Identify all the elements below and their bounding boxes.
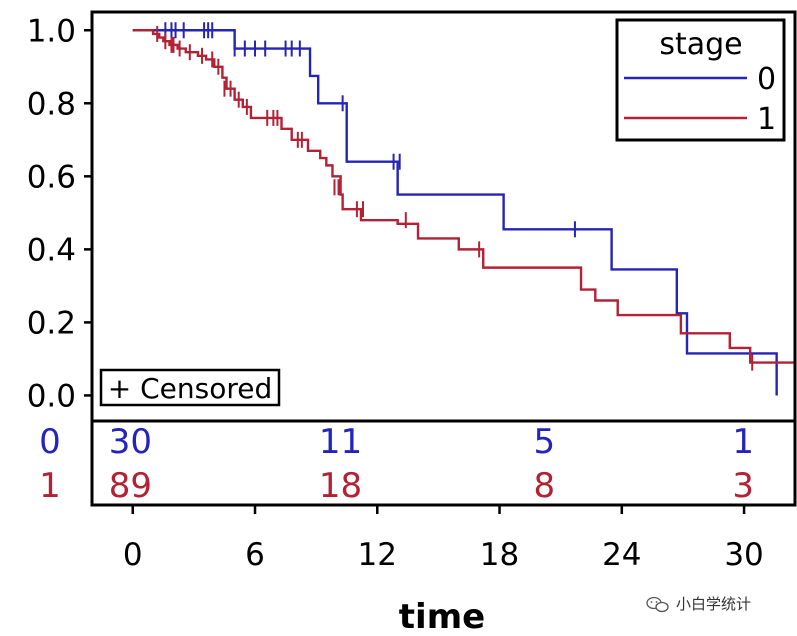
x-tick-label: 30 [724,537,763,573]
wechat-icon [646,596,669,613]
risk-count: 30 [109,422,152,462]
y-tick-label: 0.8 [27,86,76,122]
legend-title: stage [659,27,742,62]
watermark-text: 小白学统计 [676,595,751,613]
risk-row-label: 1 [39,466,61,506]
x-axis-title: time [399,597,485,636]
risk-count: 1 [732,422,754,462]
x-tick-label: 24 [602,537,641,573]
risk-count: 3 [732,466,754,506]
legend: stage 0 1 [615,18,786,142]
risk-count: 5 [533,422,555,462]
censored-legend-text: + Censored [108,372,273,405]
risk-count: 11 [319,422,362,462]
km-curve-stage-1 [132,29,794,364]
km-curve-stage-0 [132,29,778,396]
y-tick-label: 0.0 [27,378,76,414]
y-tick-label: 0.6 [27,159,76,195]
x-tick-label: 0 [123,537,143,573]
x-tick-label: 18 [480,537,519,573]
y-tick-label: 0.2 [27,305,76,341]
risk-count: 18 [319,466,362,506]
risk-row-label: 0 [39,422,61,462]
watermark: 小白学统计 [646,595,751,613]
risk-count: 89 [109,466,152,506]
x-tick-label: 12 [358,537,397,573]
censored-legend: + Censored [99,368,281,407]
risk-count: 8 [533,466,555,506]
y-tick-label: 0.4 [27,232,76,268]
legend-label-1: 1 [757,102,776,137]
plot-frame [90,10,797,423]
legend-label-0: 0 [757,62,776,97]
x-tick-label: 6 [245,537,265,573]
y-tick-label: 1.0 [27,13,76,49]
